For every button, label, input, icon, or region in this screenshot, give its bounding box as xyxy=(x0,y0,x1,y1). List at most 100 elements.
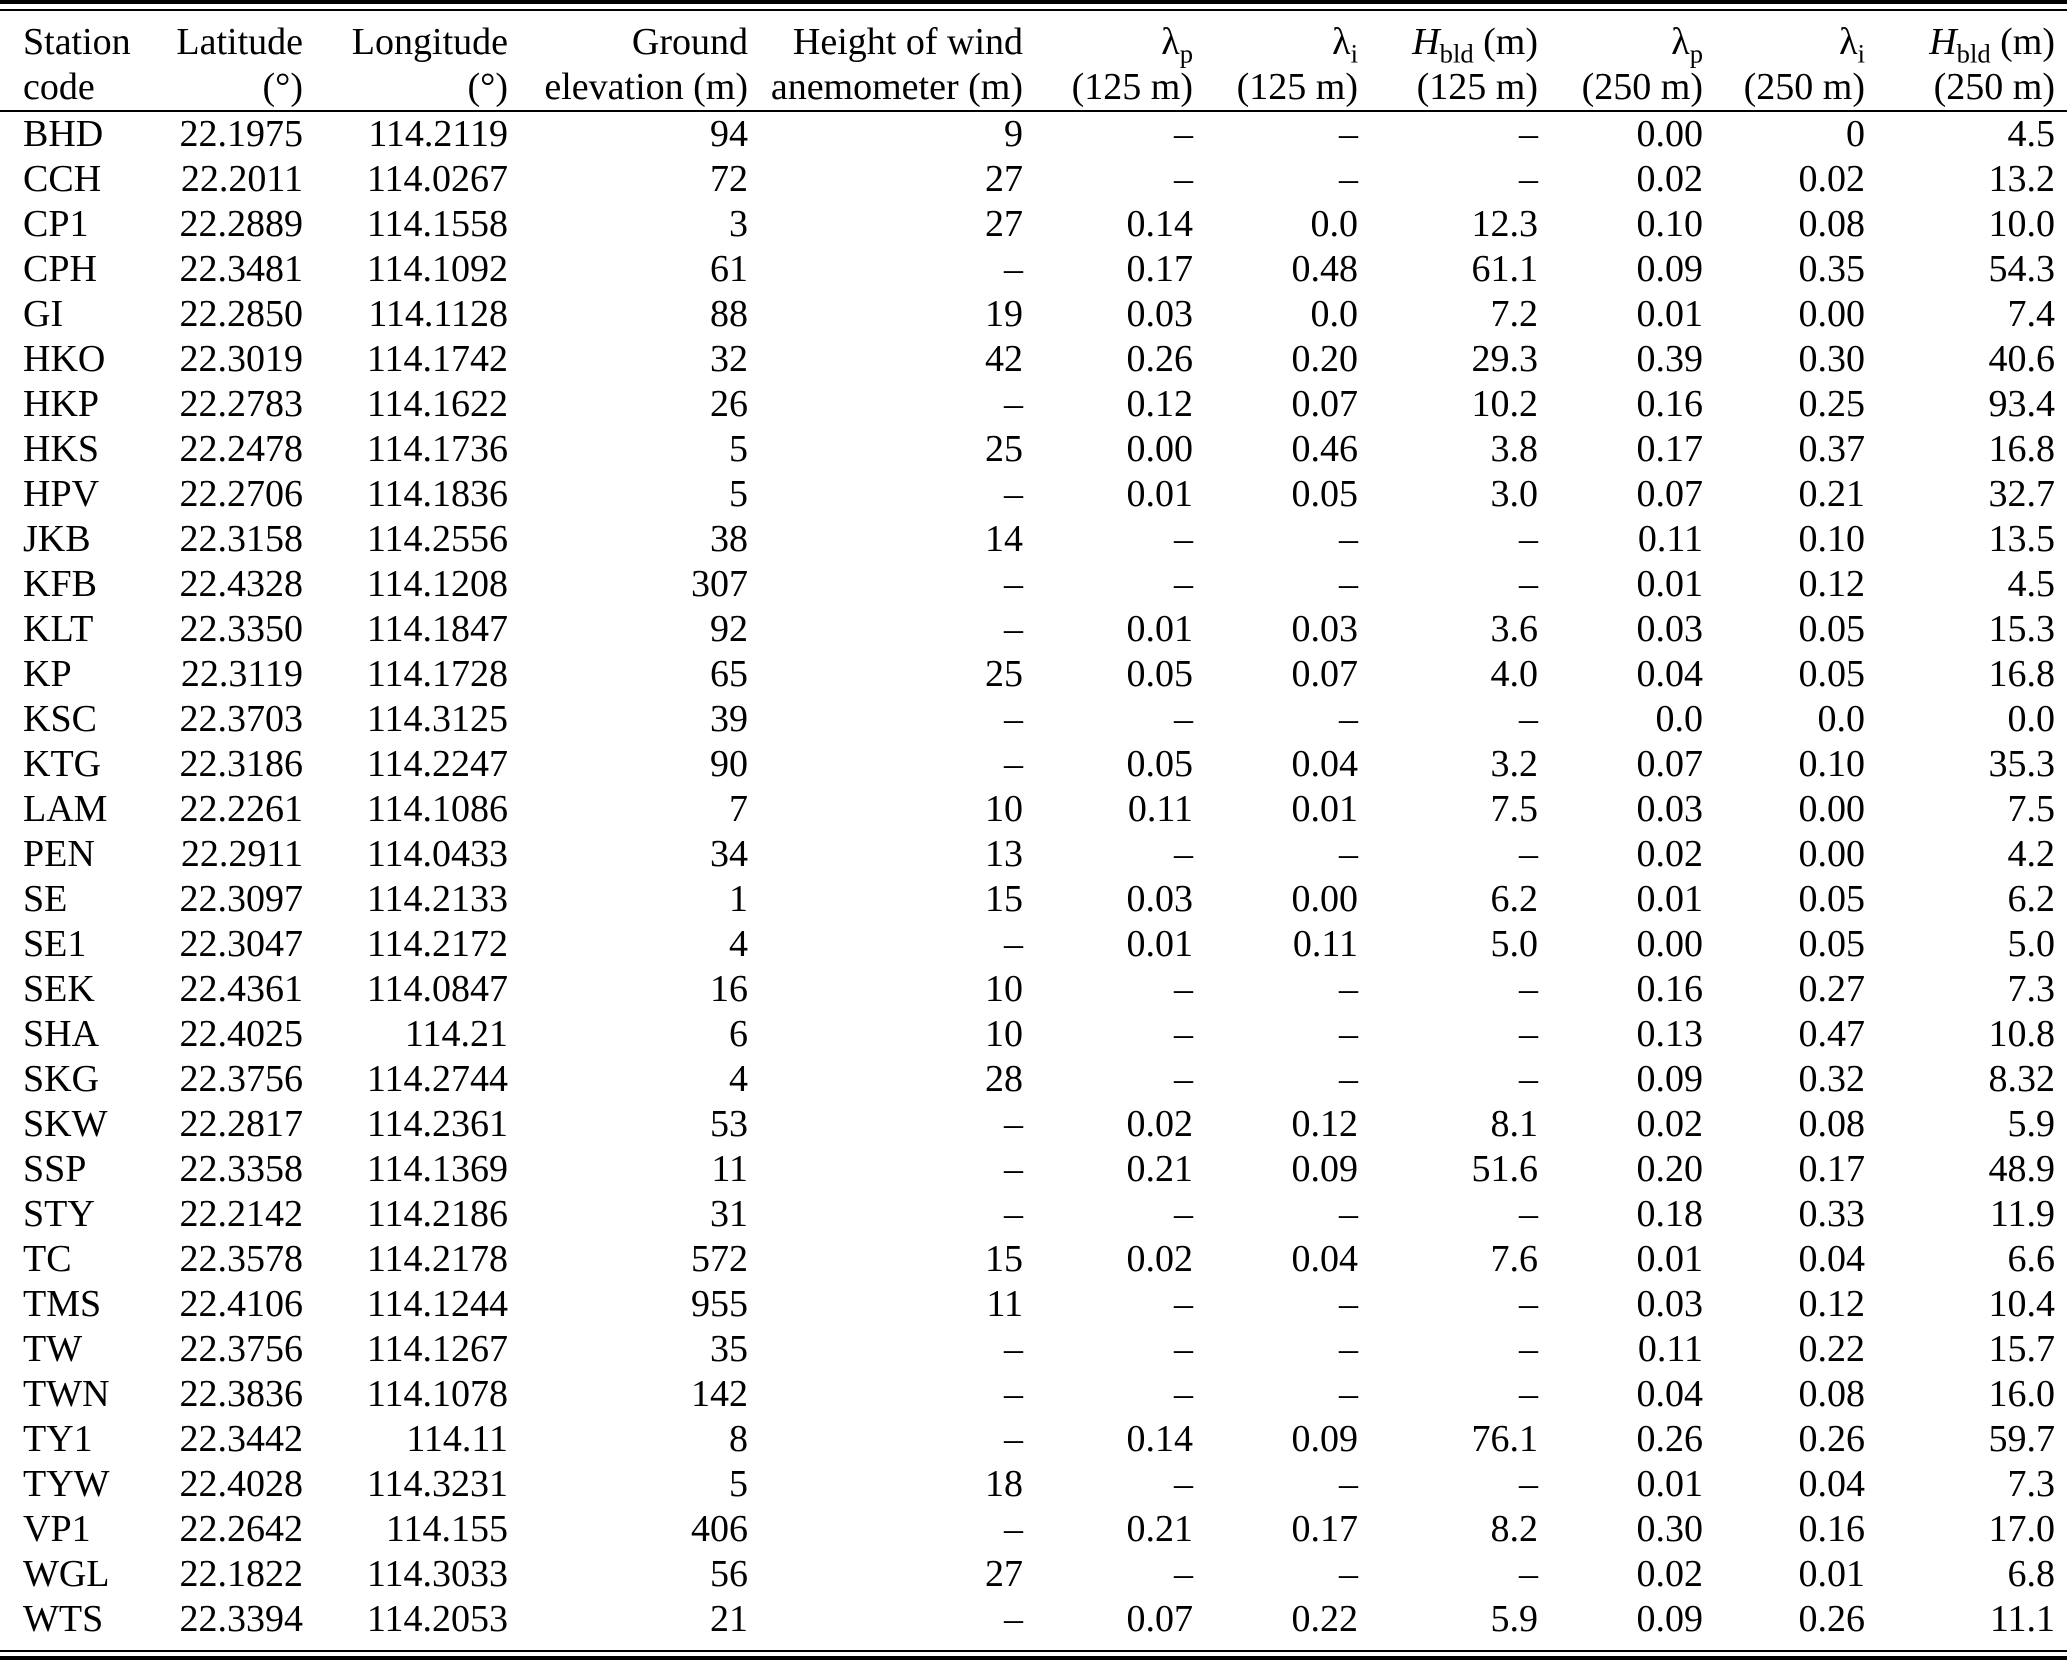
station-code-cell: KSC xyxy=(23,698,97,740)
lambda-subscript: i xyxy=(1857,38,1865,69)
lambda-i-125-cell: – xyxy=(1339,968,1358,1010)
lambda-p-250-cell: 0.02 xyxy=(1636,833,1704,875)
hbld-125-cell: – xyxy=(1519,1283,1538,1325)
header-row: Station code Latitude (°) Longitude (°) … xyxy=(0,11,2067,112)
lambda-p-250-cell: 0.30 xyxy=(1636,1508,1704,1550)
header-line1: λi xyxy=(1193,20,1358,67)
longitude-cell: 114.1369 xyxy=(366,1148,508,1190)
hbld-250-cell: 35.3 xyxy=(1988,743,2056,785)
ground-elevation-cell: 31 xyxy=(710,1193,748,1235)
longitude-cell: 114.2178 xyxy=(366,1238,508,1280)
hbld-125-cell: – xyxy=(1519,1013,1538,1055)
latitude-cell: 22.2850 xyxy=(179,293,304,335)
header-line1: Longitude xyxy=(351,21,508,63)
hbld-250-cell: 5.0 xyxy=(2007,923,2056,965)
hbld-125-cell: 3.0 xyxy=(1490,473,1539,515)
station-parameters-table: Station code Latitude (°) Longitude (°) … xyxy=(0,11,2067,1642)
longitude-cell: 114.1208 xyxy=(366,563,508,605)
hbld-250-cell: 10.8 xyxy=(1988,1013,2056,1055)
anemometer-height-cell: 25 xyxy=(985,428,1023,470)
table-row: TW 22.3756 114.1267 35 – – – – 0.11 0.22 15.7 xyxy=(0,1327,2067,1372)
anemometer-height-cell: 9 xyxy=(1004,113,1023,155)
ground-elevation-cell: 90 xyxy=(710,743,748,785)
hbld-125-cell: 7.5 xyxy=(1490,788,1539,830)
lambda-p-250-cell: 0.02 xyxy=(1636,1553,1704,1595)
table-row: SHA 22.4025 114.21 6 10 – – – 0.13 0.47 10.8 xyxy=(0,1012,2067,1057)
lambda-p-125-cell: 0.07 xyxy=(1126,1598,1194,1640)
ground-elevation-cell: 39 xyxy=(710,698,748,740)
station-code-cell: HKO xyxy=(23,338,106,380)
latitude-cell: 22.4328 xyxy=(179,563,304,605)
longitude-cell: 114.1847 xyxy=(366,608,508,650)
hbld-250-cell: 10.0 xyxy=(1988,203,2056,245)
lambda-p-250-cell: 0.20 xyxy=(1636,1148,1704,1190)
longitude-cell: 114.1086 xyxy=(366,788,508,830)
longitude-cell: 114.2172 xyxy=(366,923,508,965)
table-row: KTG 22.3186 114.2247 90 – 0.05 0.04 3.2 0.07 0.10… xyxy=(0,742,2067,787)
lambda-p-125-cell: 0.02 xyxy=(1126,1238,1194,1280)
table-row: TYW 22.4028 114.3231 5 18 – – – 0.01 0.04 7.3 xyxy=(0,1462,2067,1507)
longitude-cell: 114.2361 xyxy=(366,1103,508,1145)
lambda-i-250-cell: 0.12 xyxy=(1798,1283,1866,1325)
lambda-symbol: λ xyxy=(1332,21,1351,63)
lambda-i-250-cell: 0.04 xyxy=(1798,1463,1866,1505)
station-code-cell: HKS xyxy=(23,428,100,470)
lambda-p-250-cell: 0.03 xyxy=(1636,1283,1704,1325)
table-row: TWN 22.3836 114.1078 142 – – – – 0.04 0.08 16.0 xyxy=(0,1372,2067,1417)
header-line1: Latitude xyxy=(176,21,303,63)
lambda-p-250-cell: 0.01 xyxy=(1636,1238,1704,1280)
table-row: SEK 22.4361 114.0847 16 10 – – – 0.16 0.27 7.3 xyxy=(0,967,2067,1012)
ground-elevation-cell: 8 xyxy=(729,1418,748,1460)
hbld-125-cell: – xyxy=(1519,1373,1538,1415)
hbld-250-cell: 11.1 xyxy=(1989,1598,2055,1640)
lambda-p-125-cell: – xyxy=(1174,833,1193,875)
lambda-p-250-cell: 0.01 xyxy=(1636,1463,1704,1505)
ground-elevation-cell: 3 xyxy=(729,203,748,245)
lambda-p-250-cell: 0.04 xyxy=(1636,1373,1704,1415)
lambda-p-250-cell: 0.04 xyxy=(1636,653,1704,695)
header-line2: elevation (m) xyxy=(544,66,748,108)
longitude-cell: 114.1742 xyxy=(366,338,508,380)
table-row: TY1 22.3442 114.11 8 – 0.14 0.09 76.1 0.26 0.26 59… xyxy=(0,1417,2067,1462)
lambda-i-250-cell: 0.00 xyxy=(1798,788,1866,830)
lambda-i-250-cell: 0.02 xyxy=(1798,158,1866,200)
lambda-p-250-cell: 0.01 xyxy=(1636,878,1704,920)
ground-elevation-cell: 1 xyxy=(729,878,748,920)
ground-elevation-cell: 572 xyxy=(691,1238,748,1280)
lambda-i-250-cell: 0.08 xyxy=(1798,1103,1866,1145)
hbld-125-cell: 8.2 xyxy=(1490,1508,1539,1550)
station-code-cell: CCH xyxy=(23,158,102,200)
hbld-250-cell: 7.3 xyxy=(2007,1463,2056,1505)
anemometer-height-cell: – xyxy=(1004,1328,1023,1370)
lambda-p-125-cell: 0.21 xyxy=(1126,1148,1194,1190)
station-code-cell: CP1 xyxy=(23,203,89,245)
header-line1: Height of wind xyxy=(792,21,1023,63)
lambda-p-250-cell: 0.16 xyxy=(1636,383,1704,425)
ground-elevation-cell: 7 xyxy=(729,788,748,830)
station-code-cell: KTG xyxy=(23,743,102,785)
hbld-125-cell: 8.1 xyxy=(1490,1103,1539,1145)
hbld-125-cell: 3.2 xyxy=(1490,743,1539,785)
latitude-cell: 22.3703 xyxy=(179,698,304,740)
table-row: WGL 22.1822 114.3033 56 27 – – – 0.02 0.01 6.8 xyxy=(0,1552,2067,1597)
lambda-i-125-cell: – xyxy=(1339,158,1358,200)
lambda-symbol: λ xyxy=(1839,21,1858,63)
hbld-125-cell: – xyxy=(1519,113,1538,155)
ground-elevation-cell: 955 xyxy=(691,1283,748,1325)
anemometer-height-cell: – xyxy=(1004,743,1023,785)
ground-elevation-cell: 72 xyxy=(710,158,748,200)
header-line1: Hbld (m) xyxy=(1865,20,2055,67)
station-code-cell: KP xyxy=(23,653,72,695)
lambda-i-125-cell: – xyxy=(1339,1193,1358,1235)
lambda-p-125-cell: 0.01 xyxy=(1126,473,1194,515)
anemometer-height-cell: – xyxy=(1004,608,1023,650)
lambda-p-250-cell: 0.39 xyxy=(1636,338,1704,380)
station-code-cell: TC xyxy=(23,1238,72,1280)
header-line2: (125 m) xyxy=(1236,66,1358,108)
col-header-latitude: Latitude (°) xyxy=(133,11,303,112)
lambda-p-125-cell: 0.01 xyxy=(1126,923,1194,965)
hbld-125-cell: – xyxy=(1519,698,1538,740)
lambda-p-125-cell: 0.14 xyxy=(1126,203,1194,245)
table-row: BHD 22.1975 114.2119 94 9 – – – 0.00 0 4.5 xyxy=(0,111,2067,157)
table-row: KP 22.3119 114.1728 65 25 0.05 0.07 4.0 0.04 0.05… xyxy=(0,652,2067,697)
